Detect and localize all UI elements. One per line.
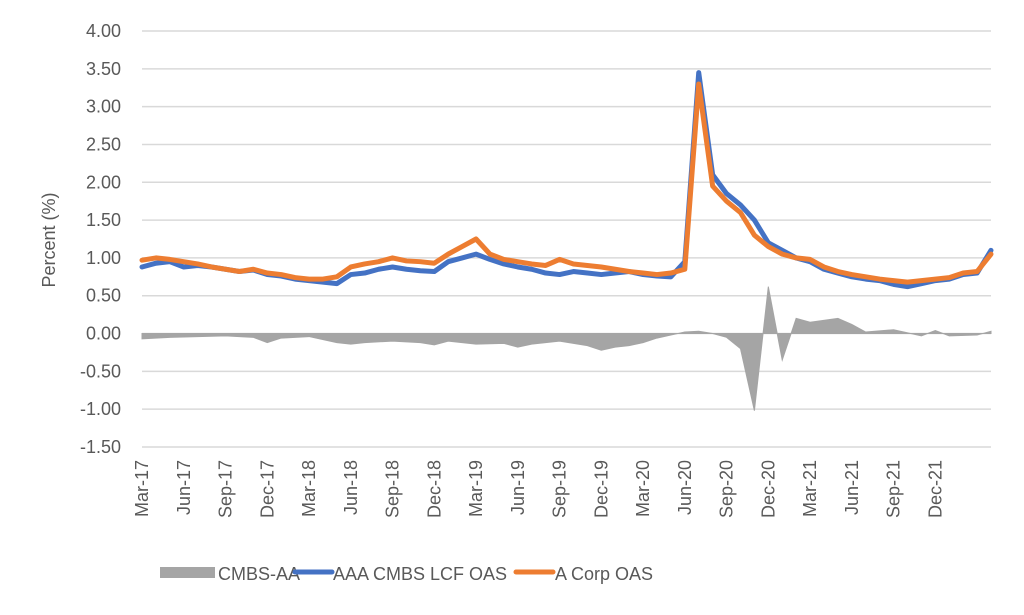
- x-tick-label: Mar-18: [299, 460, 319, 517]
- legend-label-a-corp: A Corp OAS: [555, 564, 653, 584]
- x-tick-label: Dec-19: [591, 460, 611, 518]
- legend-item-cmbs-aa: CMBS-AA: [160, 564, 300, 584]
- y-axis-label: Percent (%): [39, 192, 59, 287]
- series-line-a-corp: [139, 81, 994, 285]
- y-tick-label: 0.00: [86, 324, 121, 344]
- y-tick-label: 0.50: [86, 286, 121, 306]
- x-tick-label: Dec-20: [758, 460, 778, 518]
- x-tick-label: Dec-17: [257, 460, 277, 518]
- series-line-aaa-cmbs: [139, 70, 994, 290]
- x-tick-label: Dec-18: [424, 460, 444, 518]
- x-tick-label: Dec-21: [925, 460, 945, 518]
- x-tick-label: Sep-20: [717, 460, 737, 518]
- x-tick-label: Sep-21: [884, 460, 904, 518]
- legend-label-aaa-cmbs: AAA CMBS LCF OAS: [333, 564, 507, 584]
- x-tick-label: Mar-19: [466, 460, 486, 517]
- y-tick-label: 2.00: [86, 172, 121, 192]
- y-tick-label: 1.50: [86, 210, 121, 230]
- legend: CMBS-AA AAA CMBS LCF OAS A Corp OAS: [160, 564, 653, 584]
- y-tick-label: 2.50: [86, 134, 121, 154]
- x-tick-label: Jun-21: [842, 460, 862, 515]
- x-axis-ticks: Mar-17 Jun-17 Sep-17 Dec-17 Mar-18 Jun-18 Sep-…: [132, 460, 945, 518]
- y-tick-label: 3.00: [86, 97, 121, 117]
- legend-item-a-corp: A Corp OAS: [513, 564, 653, 584]
- series-group: [139, 70, 994, 411]
- x-tick-label: Jun-19: [508, 460, 528, 515]
- y-axis-ticks: 4.00 3.50 3.00 2.50 2.00 1.50 1.00 0.50 0.00 -0.5…: [80, 21, 121, 457]
- x-tick-label: Jun-20: [675, 460, 695, 515]
- x-tick-label: Jun-18: [341, 460, 361, 515]
- legend-item-aaa-cmbs: AAA CMBS LCF OAS: [292, 564, 507, 584]
- gridlines: [142, 30, 991, 448]
- x-tick-label: Sep-17: [216, 460, 236, 518]
- x-tick-label: Sep-19: [550, 460, 570, 518]
- series-area-cmbs-aa: [141, 286, 992, 411]
- y-tick-label: 3.50: [86, 59, 121, 79]
- y-tick-label: 4.00: [86, 21, 121, 41]
- x-tick-label: Jun-17: [174, 460, 194, 515]
- y-tick-label: -1.50: [80, 437, 121, 457]
- y-tick-label: -0.50: [80, 361, 121, 381]
- x-tick-label: Mar-21: [800, 460, 820, 517]
- x-tick-label: Sep-18: [383, 460, 403, 518]
- x-tick-label: Mar-17: [132, 460, 152, 517]
- legend-swatch-cmbs-aa: [160, 567, 215, 578]
- y-tick-label: 1.00: [86, 248, 121, 268]
- x-tick-label: Mar-20: [633, 460, 653, 517]
- y-tick-label: -1.00: [80, 399, 121, 419]
- legend-label-cmbs-aa: CMBS-AA: [218, 564, 300, 584]
